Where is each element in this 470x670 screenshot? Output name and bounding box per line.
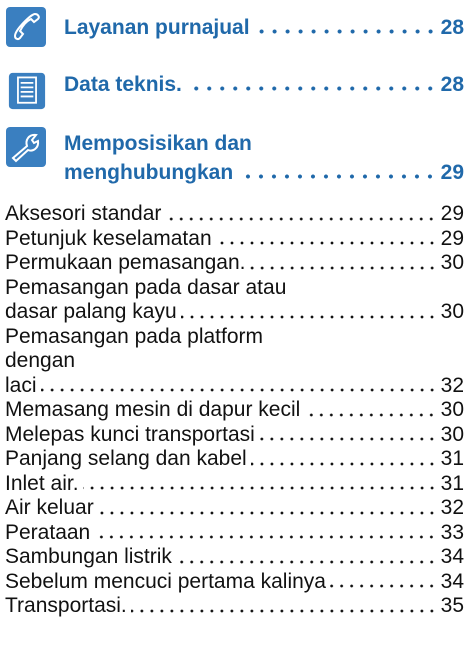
dot-leader: [175, 559, 437, 564]
entry-label: Sambungan listrik: [5, 545, 172, 568]
page-number: 32: [440, 496, 464, 519]
page-number: 28: [440, 16, 464, 39]
entry: Perataan 33: [5, 521, 464, 546]
entry: Inlet air. 31: [5, 472, 464, 497]
page-number: 29: [440, 161, 464, 184]
dot-leader: [258, 437, 437, 441]
entry-row: Panjang selang dan kabel 31: [5, 447, 464, 472]
entry: Melepas kunci transportasi 30: [5, 423, 464, 448]
entry-row: laci 32: [5, 374, 464, 399]
entry-label: Data teknis.: [64, 73, 182, 96]
entry-label: Memasang mesin di dapur kecil: [5, 398, 301, 421]
page-number: 35: [440, 594, 464, 617]
dot-leader: [237, 174, 437, 179]
entry-row: Inlet air. 31: [5, 472, 464, 497]
page-number: 29: [440, 226, 464, 250]
section-heading: Memposisikan dan menghubungkan 29: [64, 129, 464, 187]
dot-leader: [94, 535, 437, 539]
entry-row: Petunjuk keselamatan 29: [5, 227, 464, 252]
entry-label: Perataan: [5, 520, 91, 544]
entry-row: Sebelum mencuci pertama kalinya 34: [5, 570, 464, 595]
dot-leader: [97, 510, 437, 515]
entry: Aksesori standar 29: [5, 202, 464, 227]
section-heading: Layanan purnajual 28: [64, 13, 464, 42]
entry: Transportasi. 35: [5, 594, 464, 619]
dot-leader: [165, 216, 437, 221]
dot-leader: [250, 461, 437, 466]
dot-leader: [40, 388, 437, 392]
dot-leader: [253, 29, 437, 34]
entry: Permukaan pemasangan. 30: [5, 251, 464, 276]
page-number: 30: [440, 251, 464, 274]
entry-row: Air keluar 32: [5, 496, 464, 521]
phone-icon: [6, 7, 46, 47]
entry-label: Aksesori standar: [5, 202, 162, 225]
document-icon: [8, 72, 46, 110]
dot-leader: [185, 86, 437, 91]
page-number: 32: [440, 373, 464, 397]
entry-label: laci: [5, 373, 37, 397]
page-number: 34: [440, 569, 464, 593]
entry-line: dengan: [5, 349, 76, 372]
entry: Panjang selang dan kabel 31: [5, 447, 464, 472]
dot-leader: [82, 486, 437, 490]
entry-label: Sebelum mencuci pertama kalinya: [5, 569, 326, 593]
entry-row: Data teknis. 28: [64, 70, 464, 99]
entry-row: Memasang mesin di dapur kecil 30: [5, 398, 464, 423]
page-number: 30: [440, 422, 464, 446]
entry-label: Melepas kunci transportasi: [5, 422, 255, 446]
entry-list: Aksesori standar 29 Petunjuk keselamatan 29…: [5, 202, 464, 619]
entry-label: Inlet air.: [5, 471, 79, 495]
entry-line: Pemasangan pada dasar atau: [5, 275, 287, 299]
entry-row: Sambungan listrik 34: [5, 545, 464, 570]
entry-line: Pemasangan pada platform: [5, 324, 263, 348]
entry-label: Permukaan pemasangan.: [5, 251, 246, 274]
entry: Pemasangan pada platform dengan laci 32: [5, 325, 464, 399]
dot-leader: [249, 265, 437, 270]
page-number: 30: [440, 398, 464, 421]
dot-leader: [130, 608, 437, 613]
entry: Petunjuk keselamatan 29: [5, 227, 464, 252]
dot-leader: [180, 314, 437, 319]
entry-row: Layanan purnajual 28: [64, 13, 464, 42]
page-number: 30: [440, 300, 464, 323]
entry-row: Perataan 33: [5, 521, 464, 546]
entry-label: Layanan purnajual: [64, 16, 250, 39]
page-number: 31: [440, 471, 464, 495]
entry-row: Transportasi. 35: [5, 594, 464, 619]
entry: Sebelum mencuci pertama kalinya 34: [5, 570, 464, 595]
entry-line: Memposisikan dan: [64, 132, 252, 155]
entry-label: dasar palang kayu: [5, 300, 177, 323]
wrench-icon: [6, 127, 46, 167]
entry-row: Aksesori standar 29: [5, 202, 464, 227]
entry: Air keluar 32: [5, 496, 464, 521]
dot-leader: [330, 584, 437, 588]
section-heading: Data teknis. 28: [64, 70, 464, 99]
page-number: 34: [440, 545, 464, 568]
entry-label: Petunjuk keselamatan: [5, 226, 212, 250]
dot-leader: [215, 241, 437, 245]
entry-row: dasar palang kayu 30: [5, 300, 464, 325]
entry-label: Transportasi.: [5, 594, 127, 617]
page-number: 29: [440, 202, 464, 225]
entry-label: menghubungkan: [64, 161, 234, 184]
entry-label: Panjang selang dan kabel: [5, 447, 247, 470]
entry: Pemasangan pada dasar atau dasar palang k…: [5, 276, 464, 325]
entry: Memasang mesin di dapur kecil 30: [5, 398, 464, 423]
entry: Sambungan listrik 34: [5, 545, 464, 570]
entry-row: Melepas kunci transportasi 30: [5, 423, 464, 448]
dot-leader: [304, 412, 437, 417]
page-number: 31: [440, 447, 464, 470]
entry-label: Air keluar: [5, 496, 94, 519]
entry-row: menghubungkan 29: [64, 158, 464, 187]
entry-row: Permukaan pemasangan. 30: [5, 251, 464, 276]
page-number: 28: [440, 73, 464, 96]
page-number: 33: [440, 520, 464, 544]
